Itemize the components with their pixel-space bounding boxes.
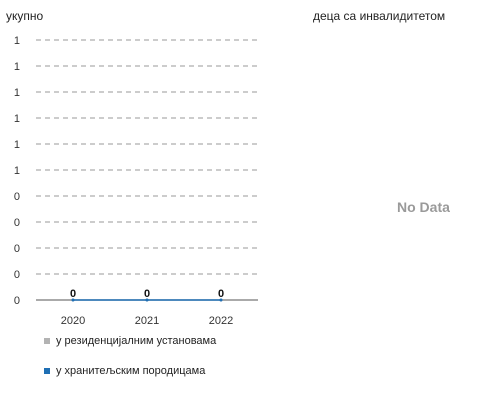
y-tick-label: 1 <box>14 139 20 151</box>
y-tick-label: 0 <box>14 243 20 255</box>
legend-swatch-foster <box>44 367 50 374</box>
y-tick-label: 0 <box>14 191 20 203</box>
data-point <box>71 298 75 302</box>
x-tick-label: 2021 <box>135 315 159 327</box>
line-chart: 0 0 0 0 0 1 1 1 1 1 1 2020 2021 2022 0 0 0 <box>14 35 258 327</box>
y-tick-label: 0 <box>14 269 20 281</box>
y-tick-label: 0 <box>14 295 20 307</box>
legend-item-residential[interactable]: у резиденцијалним установама <box>44 334 216 347</box>
right-chart-title: деца са инвалидитетом <box>313 9 446 23</box>
data-point <box>145 298 149 302</box>
legend-item-foster[interactable]: у хранитељским породицама <box>44 364 216 377</box>
y-tick-label: 1 <box>14 87 20 99</box>
legend-swatch-residential <box>44 337 50 344</box>
x-tick-label: 2020 <box>61 315 85 327</box>
y-tick-label: 0 <box>14 217 20 229</box>
x-tick-label: 2022 <box>209 315 233 327</box>
data-point <box>219 298 223 302</box>
y-tick-label: 1 <box>14 113 20 125</box>
data-label: 0 <box>70 288 76 300</box>
no-data-message: No Data <box>397 199 450 215</box>
y-tick-label: 1 <box>14 165 20 177</box>
data-label: 0 <box>218 288 224 300</box>
y-tick-label: 1 <box>14 61 20 73</box>
data-label: 0 <box>144 288 150 300</box>
y-tick-label: 1 <box>14 35 20 47</box>
chart-legend: у резиденцијалним установама у хранитељс… <box>44 334 216 394</box>
legend-label-residential: у резиденцијалним установама <box>56 334 217 347</box>
left-chart-title: укупно <box>6 9 44 23</box>
legend-label-foster: у хранитељским породицама <box>56 364 206 377</box>
